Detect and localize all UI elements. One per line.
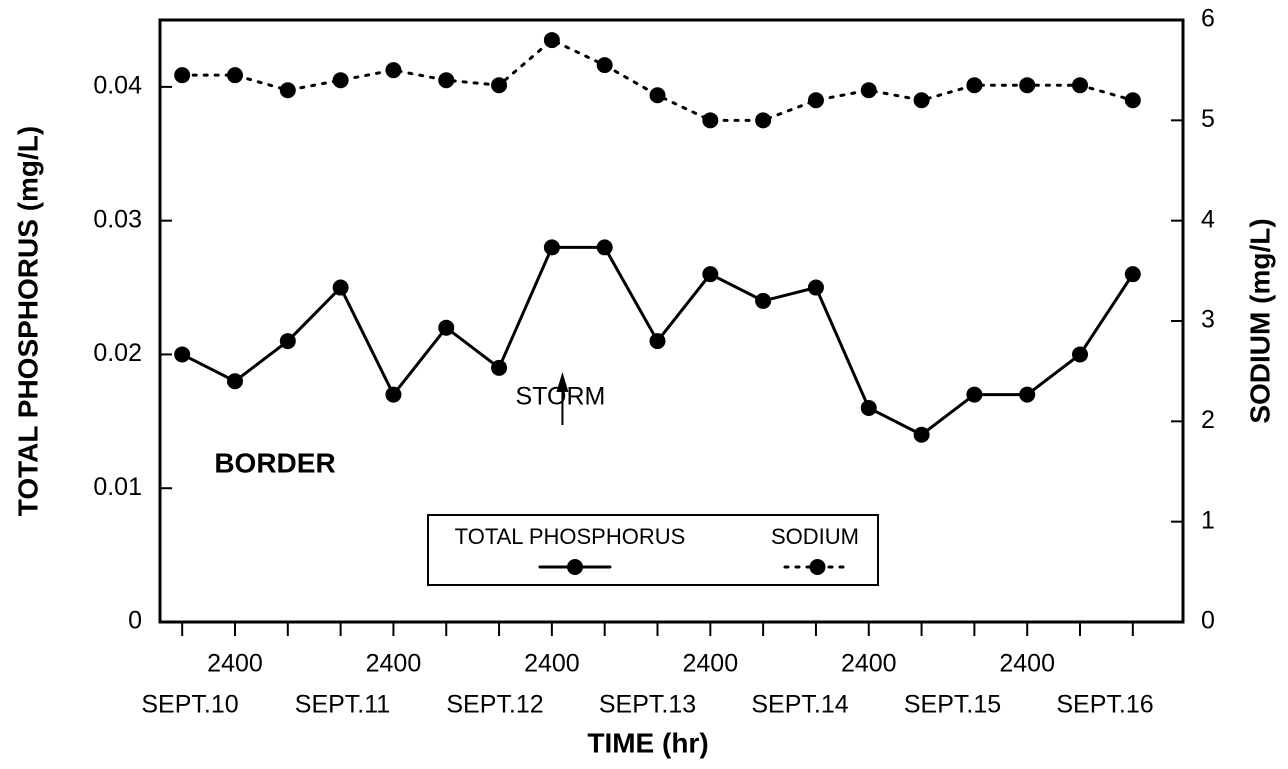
- x-tick-label: 2400: [524, 650, 580, 678]
- y2-tick-label: 2: [1201, 406, 1215, 434]
- y2-tick-label: 4: [1201, 205, 1215, 233]
- series-point: [860, 82, 877, 99]
- legend-marker: [809, 559, 826, 575]
- series-line: [180, 38, 1135, 122]
- series-point: [332, 279, 349, 296]
- series-point: [1124, 266, 1141, 283]
- x-tick-label: 2400: [207, 650, 263, 678]
- series-point: [1072, 346, 1089, 363]
- series-point: [438, 319, 455, 336]
- y-tick-label: 0.03: [93, 205, 142, 233]
- date-label: SEPT.15: [904, 691, 1001, 719]
- series-point: [385, 62, 402, 79]
- series-point: [755, 112, 772, 129]
- series-point: [649, 87, 666, 104]
- series-point: [966, 386, 983, 403]
- series-point: [491, 77, 508, 94]
- series-point: [491, 359, 508, 376]
- series-point: [279, 333, 296, 350]
- annotation: STORM: [516, 383, 606, 411]
- y-axis-label: TOTAL PHOSPHORUS (mg/L): [12, 126, 43, 516]
- series-point: [1072, 77, 1089, 94]
- series-point: [913, 426, 930, 443]
- x-tick-label: 2400: [683, 650, 739, 678]
- x-tick-label: 2400: [841, 650, 897, 678]
- series-point: [1124, 92, 1141, 109]
- legend-label: SODIUM: [771, 524, 859, 549]
- series-point: [966, 77, 983, 94]
- y-tick-label: 0: [128, 607, 142, 635]
- y2-tick-label: 3: [1201, 306, 1215, 334]
- legend-box: [427, 514, 879, 586]
- series-point: [226, 373, 243, 390]
- series-point: [279, 82, 296, 99]
- date-label: SEPT.16: [1056, 691, 1153, 719]
- y-tick-label: 0.02: [93, 339, 142, 367]
- legend-label: TOTAL PHOSPHORUS: [455, 524, 686, 549]
- y-tick-label: 0.04: [93, 71, 142, 99]
- y2-tick-label: 1: [1201, 506, 1215, 534]
- y2-tick-label: 6: [1201, 5, 1215, 33]
- series-point: [1019, 77, 1036, 94]
- series-point: [913, 92, 930, 109]
- series-point: [332, 72, 349, 89]
- series-point: [596, 57, 613, 74]
- date-label: SEPT.14: [751, 691, 848, 719]
- series-point: [174, 346, 191, 363]
- series-point: [755, 292, 772, 309]
- storm-arrow-head: [556, 372, 569, 392]
- series-point: [807, 92, 824, 109]
- y2-tick-label: 5: [1201, 105, 1215, 133]
- series-point: [702, 112, 719, 129]
- series-point: [649, 333, 666, 350]
- x-tick-label: 2400: [366, 650, 422, 678]
- series-point: [543, 239, 560, 256]
- series-point: [174, 67, 191, 84]
- series-point: [596, 239, 613, 256]
- x-tick-label: 2400: [999, 650, 1055, 678]
- series-point: [543, 32, 560, 49]
- y-tick-label: 0.01: [93, 473, 142, 501]
- series-point: [807, 279, 824, 296]
- series-point: [702, 266, 719, 283]
- legend-marker: [567, 559, 583, 575]
- series-point: [385, 386, 402, 403]
- series-point: [438, 72, 455, 89]
- date-label: SEPT.13: [599, 691, 696, 719]
- y2-axis-label: SODIUM (mg/L): [1244, 218, 1275, 423]
- annotation: BORDER: [214, 447, 335, 478]
- series-point: [1019, 386, 1036, 403]
- date-label: SEPT.10: [141, 691, 238, 719]
- y2-tick-label: 0: [1201, 607, 1215, 635]
- x-axis-label: TIME (hr): [587, 727, 708, 758]
- series-point: [226, 67, 243, 84]
- series-point: [860, 399, 877, 416]
- date-label: SEPT.12: [446, 691, 543, 719]
- date-label: SEPT.11: [295, 691, 390, 719]
